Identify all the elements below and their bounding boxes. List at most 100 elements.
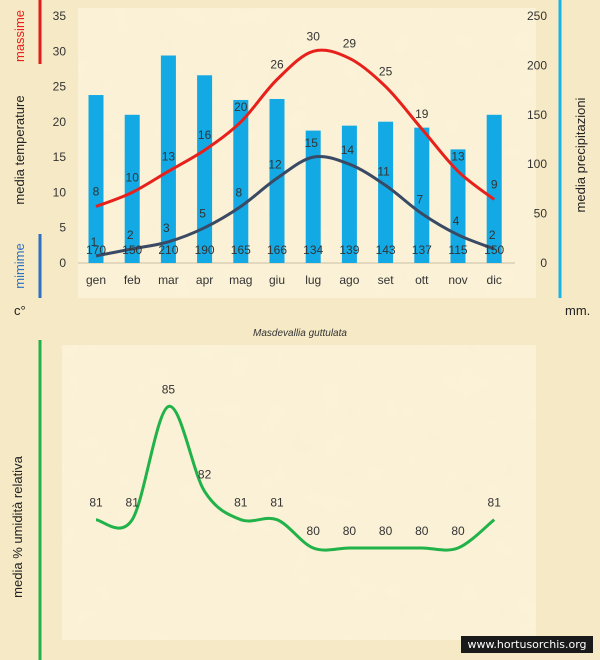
max-value-label: 16 [198,128,212,142]
min-value-label: 2 [489,228,496,242]
precip-value-label: 150 [484,243,504,257]
left-axis-tick: 30 [53,44,67,58]
right-axis-title: media precipitazioni [573,97,588,212]
humidity-axis-title: media % umidità relativa [10,455,25,597]
left-axis-title: media temperature [12,95,27,204]
max-temperature-data-labels: 8 10 13 16 20 26 30 29 25 19 13 9 [93,29,498,198]
legend-min-label: mimime [12,243,27,289]
right-axis-ticks: 0 50 100 150 200 250 [527,9,547,270]
precipitation-data-labels: 170 150 210 190 165 166 134 139 143 137 115 150 [86,243,505,257]
max-value-label: 29 [343,36,357,50]
max-value-label: 10 [126,170,140,184]
x-category-label: ago [339,273,359,287]
min-value-label: 3 [163,221,170,235]
precip-bar [88,95,104,263]
website-watermark: www.hortusorchis.org [461,636,593,653]
max-value-label: 8 [93,185,100,199]
x-category-label: set [378,273,395,287]
precip-bar [305,130,321,263]
max-value-label: 25 [379,65,393,79]
max-value-label: 19 [415,107,429,121]
right-axis-unit: mm. [565,303,590,318]
min-value-label: 5 [199,207,206,221]
precip-bar [124,114,140,263]
precip-value-label: 150 [122,243,142,257]
precip-bar [197,75,213,263]
x-category-label: dic [487,273,502,287]
left-axis-ticks: 0 5 10 15 20 25 30 35 [53,9,67,270]
humidity-value-label: 81 [234,496,248,510]
humidity-value-label: 81 [89,496,103,510]
humidity-value-label: 82 [198,467,212,481]
x-category-label: mag [229,273,252,287]
min-value-label: 12 [268,157,282,171]
left-axis-tick: 5 [59,221,66,235]
min-value-label: 7 [416,193,423,207]
precip-value-label: 115 [448,243,467,257]
precip-bar [269,98,285,263]
humidity-value-label: 80 [379,524,393,538]
min-value-label: 11 [377,164,390,178]
legend-max-label: massime [12,10,27,62]
max-value-label: 13 [162,149,176,163]
left-axis-tick: 35 [53,9,67,23]
precip-bar [233,99,249,263]
precip-value-label: 166 [267,243,287,257]
min-temperature-line [95,155,495,258]
humidity-chart: 81 81 85 82 81 81 80 80 80 80 80 81 [62,345,536,640]
precip-value-label: 139 [339,243,359,257]
x-category-label: apr [196,273,213,287]
precipitation-bars [88,55,502,263]
precip-bar [341,125,357,263]
x-category-label: nov [448,273,467,287]
humidity-data-labels: 81 81 85 82 81 81 80 80 80 80 80 81 [89,383,501,539]
x-category-label: feb [124,273,141,287]
precip-value-label: 165 [231,243,251,257]
precip-bar [414,127,430,263]
humidity-value-label: 81 [270,496,284,510]
min-value-label: 1 [91,235,98,249]
max-value-label: 20 [234,100,248,114]
precip-value-label: 190 [195,243,215,257]
right-axis-tick: 200 [527,58,547,72]
x-category-label: giu [269,273,285,287]
precip-bar [160,55,176,263]
min-value-label: 14 [341,143,355,157]
max-temperature-line [95,48,496,208]
precip-bar [378,121,394,263]
humidity-value-label: 81 [488,496,502,510]
plot-texture-bottom [62,345,536,640]
humidity-value-label: 80 [451,524,465,538]
x-category-label: ott [415,273,429,287]
min-value-label: 15 [305,136,319,150]
precip-value-label: 210 [158,243,178,257]
x-axis-category-labels: gen feb mar apr mag giu lug ago set ott nov dic [86,273,502,287]
humidity-value-label: 80 [343,524,357,538]
humidity-value-label: 81 [126,496,140,510]
right-axis-tick: 50 [534,207,548,221]
max-value-label: 26 [270,58,284,72]
humidity-line [95,405,496,552]
min-value-label: 4 [453,214,460,228]
left-axis-tick: 20 [53,115,67,129]
left-axis-tick: 15 [53,150,67,164]
left-axis-tick: 25 [53,80,67,94]
right-axis-tick: 150 [527,108,547,122]
precip-value-label: 137 [412,243,432,257]
chart-title: Masdevallia guttulata [253,328,347,339]
humidity-value-label: 80 [415,524,429,538]
right-axis-tick: 0 [540,256,547,270]
max-value-label: 13 [451,149,465,163]
precip-value-label: 134 [303,243,323,257]
humidity-value-label: 80 [307,524,321,538]
min-value-label: 2 [127,228,134,242]
precip-value-label: 170 [86,243,106,257]
left-axis-tick: 0 [59,256,66,270]
min-value-label: 8 [235,186,242,200]
x-category-label: mar [158,273,179,287]
right-axis-tick: 250 [527,9,547,23]
max-value-label: 30 [307,29,321,43]
right-axis-tick: 100 [527,157,547,171]
